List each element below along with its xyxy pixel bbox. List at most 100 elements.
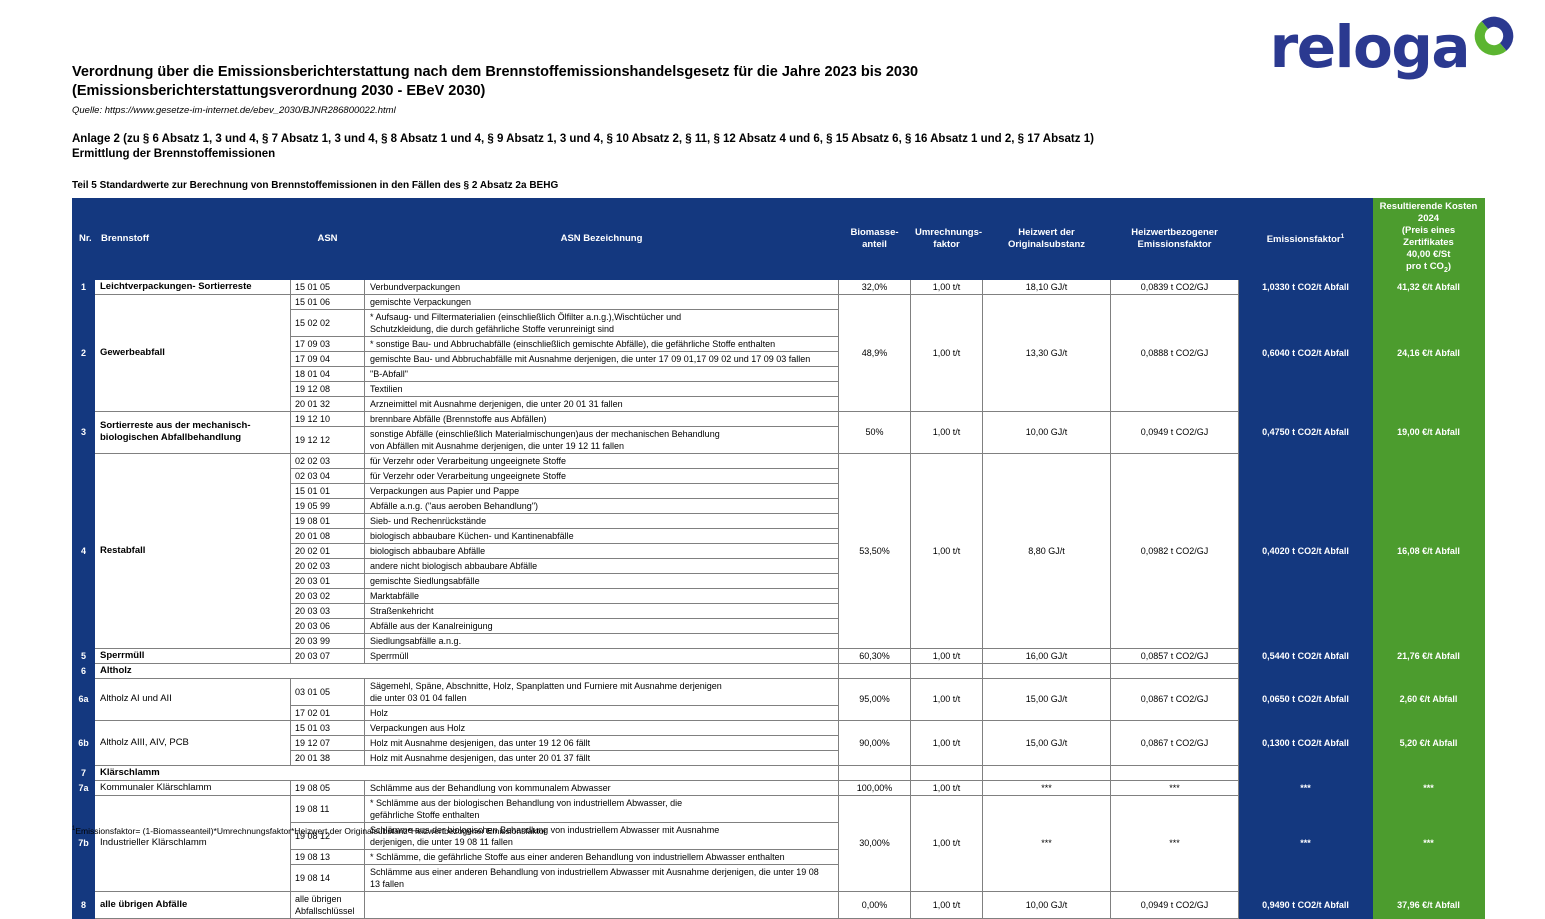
cell-asn: 15 01 03: [290, 719, 365, 736]
table-group-row: 6 Altholz: [72, 662, 1485, 679]
table-row: 20 02 03 andere nicht biologisch abbaubar…: [73, 557, 1485, 574]
cell-biomasseanteil: 100,00%: [838, 779, 911, 796]
cell-emissionsfaktor: 0,4020 t CO2/t Abfall: [1238, 452, 1373, 649]
row-brennstoff: Leichtverpackungen- Sortierreste: [94, 278, 291, 295]
row-number: 4: [72, 452, 95, 649]
cell-asn-bezeichnung: * sonstige Bau- und Abbruchabfälle (eins…: [364, 335, 839, 352]
col-header-asn: ASN: [290, 198, 365, 280]
cell-asn-bezeichnung: Textilien: [364, 380, 839, 397]
cell-heizwert: [982, 764, 1111, 781]
cell-asn: 20 03 03: [290, 602, 365, 619]
cell-kosten: [1372, 662, 1485, 679]
cell-asn: 02 02 03: [290, 452, 365, 469]
cell-asn-bezeichnung: für Verzehr oder Verarbeitung ungeeignet…: [364, 452, 839, 469]
row-number: 1: [72, 278, 95, 295]
cell-umrechnungsfaktor: 1,00 t/t: [910, 278, 983, 295]
cell-heizwert: 15,00 GJ/t: [982, 677, 1111, 721]
cell-heizwert: 15,00 GJ/t: [982, 719, 1111, 766]
cell-heizwertbezogener-emissionsfaktor: 0,0949 t CO2/GJ: [1110, 890, 1239, 919]
part-title: Teil 5 Standardwerte zur Berechnung von …: [72, 180, 559, 191]
cell-heizwert: 18,10 GJ/t: [982, 278, 1111, 295]
doc-title-line1: Verordnung über die Emissionsberichterst…: [72, 64, 919, 80]
cell-umrechnungsfaktor: 1,00 t/t: [910, 779, 983, 796]
table-row: 6b Altholz AIII, AIV, PCB 15 01 03 Verpacku…: [72, 719, 1485, 766]
reloga-logo: reloga: [1269, 13, 1517, 81]
table-row: 4 Restabfall 02 02 03 für Verzehr oder Vera…: [72, 452, 1485, 649]
annex-line2: Ermittlung der Brennstoffemissionen: [72, 148, 276, 160]
cell-asn: 15 01 06: [290, 293, 365, 310]
row-brennstoff: Gewerbeabfall: [94, 293, 291, 412]
cell-asn: 17 02 01: [290, 704, 365, 721]
standardwerte-table: Nr. Brennstoff ASN ASN Bezeichnung Bioma…: [72, 198, 1485, 919]
cell-asn: 15 01 05: [290, 278, 365, 295]
cell-asn-bezeichnung: Abfälle aus der Kanalreinigung: [364, 617, 839, 634]
cell-biomasseanteil: 48,9%: [838, 293, 911, 412]
row-number: 6b: [72, 719, 95, 766]
table-row: 5 Sperrmüll 20 03 07 Sperrmüll 60,30% 1,00 t/…: [72, 647, 1485, 664]
col-header-resultierende-kosten: Resultierende Kosten 2024 (Preis eines Z…: [1372, 198, 1485, 280]
cell-umrechnungsfaktor: 1,00 t/t: [910, 293, 983, 412]
cell-emissionsfaktor: ***: [1238, 794, 1373, 892]
cell-asn-bezeichnung: Verpackungen aus Papier und Pappe: [364, 482, 839, 499]
cell-asn: 20 03 01: [290, 572, 365, 589]
cell-emissionsfaktor: 0,5440 t CO2/t Abfall: [1238, 647, 1373, 664]
cell-kosten: 2,60 €/t Abfall: [1372, 677, 1485, 721]
cell-asn: 15 02 02: [290, 308, 365, 337]
cell-asn-bezeichnung: brennbare Abfälle (Brennstoffe aus Abfäl…: [364, 410, 839, 427]
row-brennstoff: Kommunaler Klärschlamm: [94, 779, 291, 796]
cell-kosten: [1372, 764, 1485, 781]
table-row: 19 12 12 sonstige Abfälle (einschließlich…: [73, 425, 1485, 454]
row-number: 2: [72, 293, 95, 412]
cell-heizwertbezogener-emissionsfaktor: ***: [1110, 794, 1239, 892]
logo-wordmark: reloga: [1269, 13, 1471, 81]
table-row: 6a Altholz AI und AII 03 01 05 Sägemehl, Sp…: [72, 677, 1485, 721]
col-header-asn-bezeichnung: ASN Bezeichnung: [364, 198, 839, 280]
cell-heizwertbezogener-emissionsfaktor: 0,0982 t CO2/GJ: [1110, 452, 1239, 649]
table-row: 1 Leichtverpackungen- Sortierreste 15 01 0…: [72, 278, 1485, 295]
row-brennstoff: Industrieller Klärschlamm: [94, 794, 291, 892]
col-header-biomasseanteil: Biomasse- anteil: [838, 198, 911, 280]
cell-heizwertbezogener-emissionsfaktor: ***: [1110, 779, 1239, 796]
cell-asn-bezeichnung: Sieb- und Rechenrückstände: [364, 512, 839, 529]
cell-biomasse: [838, 662, 911, 679]
cell-asn-bezeichnung: biologisch abbaubare Küchen- und Kantine…: [364, 527, 839, 544]
cell-asn: 19 08 01: [290, 512, 365, 529]
row-brennstoff: Altholz AI und AII: [94, 677, 291, 721]
row-number: 5: [72, 647, 95, 664]
row-number: 6a: [72, 677, 95, 721]
cell-asn-bezeichnung: Verpackungen aus Holz: [364, 719, 839, 736]
cell-asn-bezeichnung: Verbundverpackungen: [364, 278, 839, 295]
cell-biomasseanteil: 50%: [838, 410, 911, 454]
cell-umrechnung: [910, 764, 983, 781]
standardwerte-table-container: Nr. Brennstoff ASN ASN Bezeichnung Bioma…: [72, 198, 1485, 919]
cell-heizwert: 13,30 GJ/t: [982, 293, 1111, 412]
document-header: Verordnung über die Emissionsberichterst…: [72, 63, 1192, 191]
col-header-brennstoff: Brennstoff: [94, 198, 291, 280]
table-row: 20 03 02 Marktabfälle: [73, 587, 1485, 604]
cell-emissionsfaktor: 0,0650 t CO2/t Abfall: [1238, 677, 1373, 721]
row-brennstoff: Sperrmüll: [94, 647, 291, 664]
row-brennstoff: Altholz AIII, AIV, PCB: [94, 719, 291, 766]
cell-asn: 20 03 99: [290, 632, 365, 649]
cell-asn-bezeichnung: Holz mit Ausnahme desjenigen, das unter …: [364, 749, 839, 766]
cell-heizwert: ***: [982, 779, 1111, 796]
cell-asn: 20 03 07: [290, 647, 365, 664]
table-footnote: 1Emissionsfaktor= (1-Biomasseanteil)*Umr…: [72, 826, 547, 836]
cell-asn: 17 09 03: [290, 335, 365, 352]
table-group-row: 7 Klärschlamm: [72, 764, 1485, 781]
cell-emissionsfaktor: 0,6040 t CO2/t Abfall: [1238, 293, 1373, 412]
table-header-row: Nr. Brennstoff ASN ASN Bezeichnung Bioma…: [72, 198, 1485, 280]
table-row: 3 Sortierreste aus der mechanisch-biologi…: [72, 410, 1485, 454]
row-brennstoff: alle übrigen Abfälle: [94, 890, 291, 919]
row-number: 3: [72, 410, 95, 454]
table-row: 20 01 32 Arzneimittel mit Ausnahme derjen…: [73, 395, 1485, 412]
cell-asn-bezeichnung: * Aufsaug- und Filtermaterialien (einsch…: [364, 308, 839, 337]
cell-heizwert: 10,00 GJ/t: [982, 890, 1111, 919]
cell-asn: 19 05 99: [290, 497, 365, 514]
col-header-umrechnungsfaktor: Umrechnungs- faktor: [910, 198, 983, 280]
cell-umrechnungsfaktor: 1,00 t/t: [910, 719, 983, 766]
cell-biomasseanteil: 95,00%: [838, 677, 911, 721]
cell-asn: 20 01 32: [290, 395, 365, 412]
table-row: 7b Industrieller Klärschlamm 19 08 11 * Sch…: [72, 794, 1485, 892]
cell-kosten: 16,08 €/t Abfall: [1372, 452, 1485, 649]
